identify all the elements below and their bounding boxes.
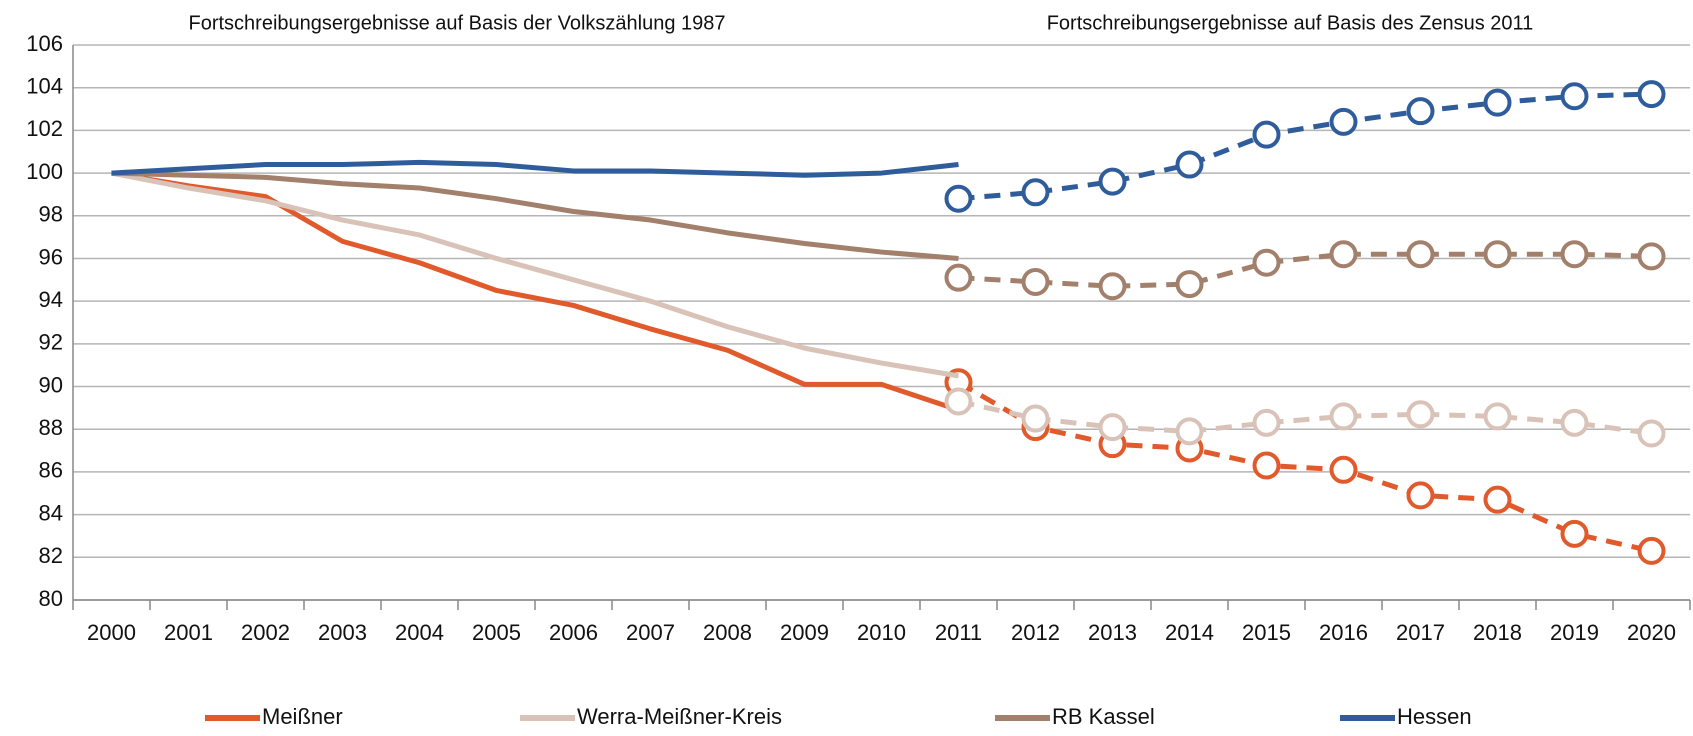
- x-tick-label: 2011: [935, 620, 982, 645]
- x-tick-label: 2014: [1165, 620, 1214, 645]
- x-tick-label: 2015: [1242, 620, 1291, 645]
- x-tick-label: 2005: [472, 620, 521, 645]
- census-marker: [1021, 404, 1050, 433]
- legend-label: Meißner: [262, 704, 343, 729]
- census-marker: [1483, 88, 1512, 117]
- x-tick-label: 2001: [164, 620, 213, 645]
- census-marker: [1175, 270, 1204, 299]
- census-marker: [1252, 451, 1281, 480]
- census-line: [958, 91, 1652, 202]
- census-marker: [1098, 167, 1127, 196]
- census-marker: [1483, 485, 1512, 514]
- legend-label: Hessen: [1397, 704, 1472, 729]
- line: [111, 170, 959, 261]
- x-tick-label: 2007: [626, 620, 675, 645]
- census-marker: [1637, 242, 1666, 271]
- census-marker: [1406, 400, 1435, 429]
- census-line: [957, 399, 1652, 436]
- census-marker: [1329, 107, 1358, 136]
- x-tick-label: 2009: [780, 620, 829, 645]
- x-tick-label: 2004: [395, 620, 444, 645]
- x-tick-label: 2003: [318, 620, 367, 645]
- y-tick-label: 82: [39, 543, 63, 568]
- legend-label: RB Kassel: [1052, 704, 1155, 729]
- x-tick-label: 2002: [241, 620, 290, 645]
- y-tick-label: 106: [26, 31, 63, 56]
- census-marker: [1175, 150, 1204, 179]
- census-line: [957, 380, 1653, 554]
- census-marker: [1406, 97, 1435, 126]
- census-marker: [1252, 248, 1281, 277]
- census-marker: [1483, 402, 1512, 431]
- census-marker: [1560, 519, 1589, 548]
- census-marker: [1329, 402, 1358, 431]
- y-tick-label: 102: [26, 116, 63, 141]
- census-marker: [1021, 267, 1050, 296]
- legend-label: Werra-Meißner-Kreis: [577, 704, 782, 729]
- census-marker: [944, 263, 973, 292]
- census-marker: [944, 387, 973, 416]
- y-tick-label: 86: [39, 458, 63, 483]
- y-tick-label: 100: [26, 159, 63, 184]
- x-tick-label: 2008: [703, 620, 752, 645]
- line: [111, 159, 959, 178]
- census-marker: [1406, 481, 1435, 510]
- census-marker: [1483, 240, 1512, 269]
- annotation: Fortschreibungsergebnisse auf Basis des …: [1047, 12, 1534, 34]
- x-tick-label: 2016: [1319, 620, 1368, 645]
- census-marker: [1560, 408, 1589, 437]
- census-line: [958, 251, 1652, 289]
- annotation: Fortschreibungsergebnisse auf Basis der …: [189, 12, 726, 34]
- x-tick-label: 2013: [1088, 620, 1137, 645]
- census-marker: [1329, 240, 1358, 269]
- x-tick-label: 2006: [549, 620, 598, 645]
- census-marker: [1098, 413, 1127, 442]
- y-tick-label: 80: [39, 586, 63, 611]
- x-tick-label: 2020: [1627, 620, 1676, 645]
- census-marker: [1637, 536, 1666, 565]
- x-tick-label: 2019: [1550, 620, 1599, 645]
- line: [111, 170, 959, 379]
- y-tick-label: 96: [39, 244, 63, 269]
- census-marker: [1406, 240, 1435, 269]
- y-tick-label: 98: [39, 202, 63, 227]
- census-marker: [1098, 272, 1127, 301]
- y-tick-label: 84: [39, 500, 63, 525]
- census-marker: [1175, 417, 1204, 446]
- census-marker: [944, 184, 973, 213]
- census-marker: [1252, 120, 1281, 149]
- census-marker: [1637, 80, 1666, 109]
- census-marker: [1637, 419, 1666, 448]
- census-marker: [1560, 240, 1589, 269]
- census-marker: [1560, 82, 1589, 111]
- y-tick-label: 92: [39, 330, 63, 355]
- census-marker: [1329, 455, 1358, 484]
- census-marker: [1252, 408, 1281, 437]
- y-tick-label: 104: [26, 74, 63, 99]
- x-tick-label: 2012: [1011, 620, 1060, 645]
- x-tick-label: 2017: [1396, 620, 1445, 645]
- x-tick-label: 2010: [857, 620, 906, 645]
- x-tick-label: 2018: [1473, 620, 1522, 645]
- x-tick-label: 2000: [87, 620, 136, 645]
- y-tick-label: 90: [39, 372, 63, 397]
- y-tick-label: 88: [39, 415, 63, 440]
- line: [111, 170, 960, 413]
- census-marker: [1021, 178, 1050, 207]
- y-tick-label: 94: [39, 287, 63, 312]
